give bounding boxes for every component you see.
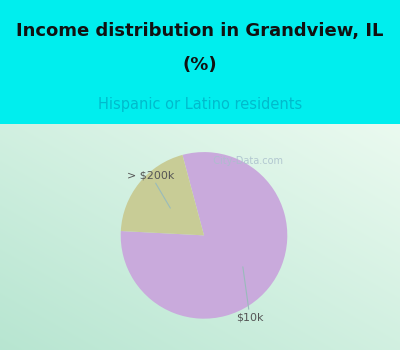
Text: Hispanic or Latino residents: Hispanic or Latino residents <box>98 97 302 112</box>
Text: > $200k: > $200k <box>127 170 175 208</box>
Text: City-Data.com: City-Data.com <box>207 156 283 166</box>
Wedge shape <box>121 155 204 235</box>
Text: (%): (%) <box>183 56 217 74</box>
Wedge shape <box>121 152 287 318</box>
Text: $10k: $10k <box>236 267 264 322</box>
Text: Income distribution in Grandview, IL: Income distribution in Grandview, IL <box>16 22 384 40</box>
